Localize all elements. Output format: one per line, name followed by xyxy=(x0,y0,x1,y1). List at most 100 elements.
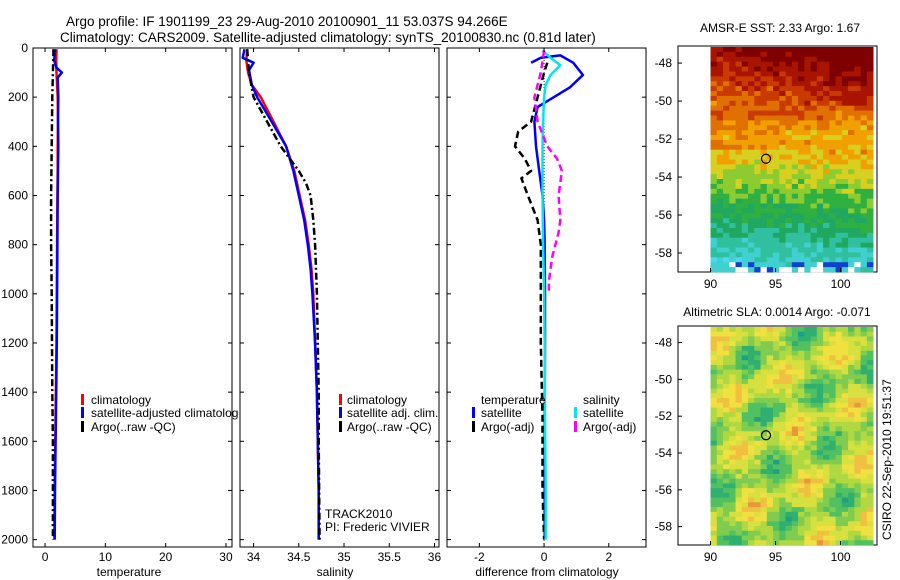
map-cell xyxy=(735,100,743,107)
map-cell xyxy=(748,530,755,536)
map-cell xyxy=(741,440,749,446)
map-cell xyxy=(866,105,874,111)
map-cell xyxy=(810,61,818,67)
map-cell xyxy=(854,511,861,517)
map-cell xyxy=(816,497,824,503)
map-cell xyxy=(723,232,730,239)
map-cell xyxy=(710,526,718,532)
map-cell xyxy=(748,540,755,546)
map-cell xyxy=(829,139,836,146)
map-cell xyxy=(754,223,761,229)
map-cell xyxy=(735,360,743,366)
map-cell xyxy=(773,105,780,111)
map-cell xyxy=(860,76,868,82)
map-cell xyxy=(710,61,718,67)
map-cell xyxy=(735,213,743,219)
map-cell xyxy=(748,66,755,72)
map-cell xyxy=(710,464,718,470)
map-cell xyxy=(848,223,855,229)
map-cell xyxy=(729,242,736,248)
map-cell xyxy=(729,198,736,204)
map-cell xyxy=(816,105,824,111)
map-cell xyxy=(804,188,811,195)
map-cell xyxy=(785,100,793,107)
map-cell xyxy=(748,398,755,404)
map-cell xyxy=(823,257,830,263)
map-cell xyxy=(791,417,799,423)
map-cell xyxy=(773,61,780,67)
map-cell xyxy=(748,440,755,446)
map-cell xyxy=(798,242,805,248)
map-cell xyxy=(785,364,793,371)
map-cell xyxy=(773,331,780,337)
map-cell xyxy=(779,412,786,418)
map-cell xyxy=(841,336,849,342)
map-cell xyxy=(791,86,799,92)
map-cell xyxy=(716,393,724,399)
map-cell xyxy=(810,267,818,273)
map-cell xyxy=(760,71,768,77)
map-cell xyxy=(729,208,736,214)
map-cell xyxy=(791,530,799,536)
map-cell xyxy=(791,51,799,58)
map-cell xyxy=(748,431,755,437)
map-cell xyxy=(823,345,830,352)
map-cell xyxy=(810,454,818,461)
map-cell xyxy=(798,47,805,53)
map-cell xyxy=(866,188,874,195)
map-cell xyxy=(854,350,861,356)
map-cell xyxy=(754,488,761,494)
map-cell xyxy=(841,95,849,102)
map-cell xyxy=(804,445,811,451)
map-cell xyxy=(791,120,799,126)
map-cell xyxy=(723,66,730,72)
map-cell xyxy=(791,227,799,234)
map-cell xyxy=(810,262,818,268)
map-cell xyxy=(841,227,849,234)
map-cell xyxy=(773,502,780,508)
map-cell xyxy=(785,511,793,517)
map-cell xyxy=(760,208,768,214)
map-cell xyxy=(848,360,855,366)
map-cell xyxy=(816,61,824,67)
map-cell xyxy=(723,179,730,185)
map-cell xyxy=(729,511,736,517)
map-cell xyxy=(760,398,768,404)
map-cell xyxy=(823,232,830,239)
map-cell xyxy=(866,388,874,394)
map-cell xyxy=(848,169,855,175)
map-cell xyxy=(866,95,874,102)
map-cell xyxy=(854,459,861,465)
map-cell xyxy=(735,203,743,209)
map-cell xyxy=(729,327,736,333)
map-cell xyxy=(741,257,749,263)
series-line-salinity-satellite xyxy=(541,49,562,540)
map-cell xyxy=(729,120,736,126)
map-cell xyxy=(816,71,824,77)
map-cell xyxy=(798,383,805,390)
map-cell xyxy=(748,110,755,116)
map-cell xyxy=(716,66,724,72)
map-cell xyxy=(816,421,824,427)
map-cell xyxy=(754,379,761,385)
map-cell xyxy=(785,341,793,347)
map-cell xyxy=(735,336,743,342)
map-cell xyxy=(748,71,755,77)
map-cell xyxy=(848,417,855,423)
map-cell xyxy=(810,232,818,239)
map-cell xyxy=(829,91,836,97)
map-cell xyxy=(804,105,811,111)
map-cell xyxy=(773,232,780,239)
map-cell xyxy=(835,388,843,394)
map-cell xyxy=(735,369,743,375)
map-cell xyxy=(804,516,811,522)
map-cell xyxy=(860,431,868,437)
map-cell xyxy=(848,345,855,352)
map-cell xyxy=(766,164,774,170)
map-cell xyxy=(823,445,830,451)
map-cell xyxy=(810,450,818,456)
x-tick-label: 35 xyxy=(337,550,351,564)
map-cell xyxy=(748,464,755,470)
map-cell xyxy=(835,95,843,102)
map-cell xyxy=(735,105,743,111)
